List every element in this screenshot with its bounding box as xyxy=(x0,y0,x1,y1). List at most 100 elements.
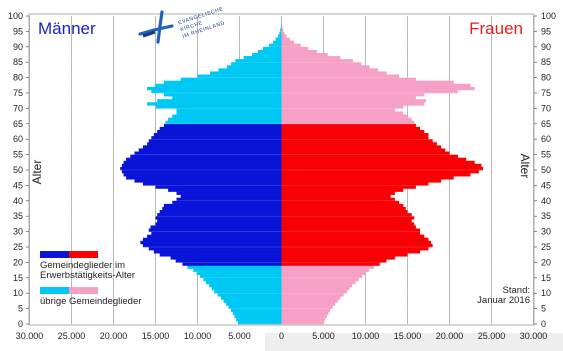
bar-male-age-51 xyxy=(121,163,282,168)
bar-female-age-69 xyxy=(281,108,395,112)
bar-male-age-59 xyxy=(148,139,282,143)
y-tick-label-left-30: 30 xyxy=(13,227,23,237)
bar-male-age-43 xyxy=(168,188,282,192)
bar-male-age-55 xyxy=(134,151,282,155)
bar-female-age-22 xyxy=(281,253,408,257)
bar-male-age-67 xyxy=(172,114,282,118)
bar-male-age-52 xyxy=(123,160,282,165)
bar-female-age-63 xyxy=(281,126,421,131)
bar-male-age-94 xyxy=(279,31,282,35)
y-tick-label-right-85: 85 xyxy=(541,57,551,67)
bar-female-age-73 xyxy=(281,96,416,100)
bar-male-age-28 xyxy=(147,234,282,239)
bar-male-age-25 xyxy=(142,243,282,248)
bar-male-age-82 xyxy=(218,68,282,72)
y-tick-label-left-100: 100 xyxy=(8,11,23,21)
bar-female-age-59 xyxy=(281,139,433,143)
bar-male-age-91 xyxy=(273,40,282,45)
bar-female-age-21 xyxy=(281,256,395,260)
bar-female-age-93 xyxy=(281,34,287,38)
bar-male-age-42 xyxy=(176,191,282,195)
bar-female-age-34 xyxy=(281,216,415,220)
y-axis-label-left: Alter xyxy=(30,160,44,185)
bar-female-age-82 xyxy=(281,68,379,72)
bar-female-age-1 xyxy=(281,317,326,322)
y-tick-label-left-65: 65 xyxy=(13,119,23,129)
bar-male-age-54 xyxy=(130,154,282,158)
bar-female-age-62 xyxy=(281,129,425,134)
x-tick-label-11: 25.000 xyxy=(478,331,506,341)
bar-male-age-48 xyxy=(123,173,282,177)
bar-female-age-29 xyxy=(281,231,421,235)
bar-male-age-73 xyxy=(172,96,282,100)
bar-male-age-78 xyxy=(163,80,282,85)
bar-male-age-84 xyxy=(231,62,282,66)
legend-swatch-male-working xyxy=(40,251,69,258)
bar-female-age-80 xyxy=(281,74,400,78)
title-female: Frauen xyxy=(469,19,523,38)
bar-male-age-85 xyxy=(235,59,282,63)
bar-male-age-10 xyxy=(214,290,282,294)
bar-female-age-16 xyxy=(281,271,366,276)
bar-male-age-6 xyxy=(226,302,282,306)
bar-female-age-94 xyxy=(281,31,285,35)
bar-male-age-49 xyxy=(121,170,282,174)
bar-male-age-3 xyxy=(232,311,282,316)
y-tick-label-right-90: 90 xyxy=(541,42,551,52)
bar-male-age-5 xyxy=(228,305,282,309)
logo-cross-mark xyxy=(138,10,174,44)
bar-male-age-95 xyxy=(280,28,282,32)
y-tick-label-right-15: 15 xyxy=(541,273,551,283)
x-tick-label-10: 20.000 xyxy=(436,331,464,341)
bar-male-age-74 xyxy=(163,93,282,97)
x-tick-label-6: 0 xyxy=(279,331,284,341)
bar-male-age-45 xyxy=(142,182,282,186)
bar-female-age-57 xyxy=(281,145,442,149)
y-tick-label-left-40: 40 xyxy=(13,196,23,206)
bar-female-age-2 xyxy=(281,314,327,319)
bar-female-age-13 xyxy=(281,280,356,285)
bar-female-age-37 xyxy=(281,206,406,211)
bar-female-age-50 xyxy=(281,166,484,171)
bar-male-age-81 xyxy=(210,71,282,75)
x-tick-label-2: 20.000 xyxy=(100,331,128,341)
bar-female-age-66 xyxy=(281,117,412,122)
y-tick-label-right-80: 80 xyxy=(541,73,551,83)
y-tick-label-left-55: 55 xyxy=(13,150,23,160)
bar-male-age-86 xyxy=(243,56,282,60)
x-tick-label-0: 30.000 xyxy=(16,331,44,341)
bar-female-age-25 xyxy=(281,243,433,248)
bar-female-age-32 xyxy=(281,222,415,226)
bar-female-age-89 xyxy=(281,46,309,51)
bar-male-age-77 xyxy=(155,83,282,88)
bar-male-age-90 xyxy=(268,43,282,48)
y-tick-label-left-60: 60 xyxy=(13,134,23,144)
bar-male-age-9 xyxy=(217,293,282,297)
bar-male-age-37 xyxy=(162,206,282,211)
bar-male-age-50 xyxy=(120,166,282,171)
y-tick-label-left-15: 15 xyxy=(13,273,23,283)
bar-male-age-21 xyxy=(170,256,282,260)
x-tick-label-12: 30.000 xyxy=(520,331,548,341)
legend-swatch-female-working xyxy=(69,251,98,258)
bar-male-age-13 xyxy=(205,280,282,285)
y-tick-label-left-90: 90 xyxy=(13,42,23,52)
bar-female-age-79 xyxy=(281,77,416,81)
legend-label-other: übrige Gemeindeglieder xyxy=(40,296,141,307)
bar-female-age-96 xyxy=(281,25,283,29)
bar-male-age-87 xyxy=(252,52,282,57)
bar-female-age-45 xyxy=(281,182,429,186)
bar-female-age-54 xyxy=(281,154,458,158)
bar-male-age-23 xyxy=(153,250,282,254)
bar-female-age-20 xyxy=(281,259,387,263)
stand-label: Stand: xyxy=(503,285,530,296)
bar-female-age-46 xyxy=(281,179,442,183)
bar-male-age-92 xyxy=(275,37,282,41)
bar-female-age-4 xyxy=(281,308,331,312)
y-tick-label-right-65: 65 xyxy=(541,119,551,129)
bar-male-age-11 xyxy=(211,287,282,291)
bar-male-age-72 xyxy=(157,99,282,103)
bar-male-age-15 xyxy=(200,274,282,279)
y-tick-label-left-5: 5 xyxy=(18,304,23,314)
bar-female-age-3 xyxy=(281,311,329,316)
